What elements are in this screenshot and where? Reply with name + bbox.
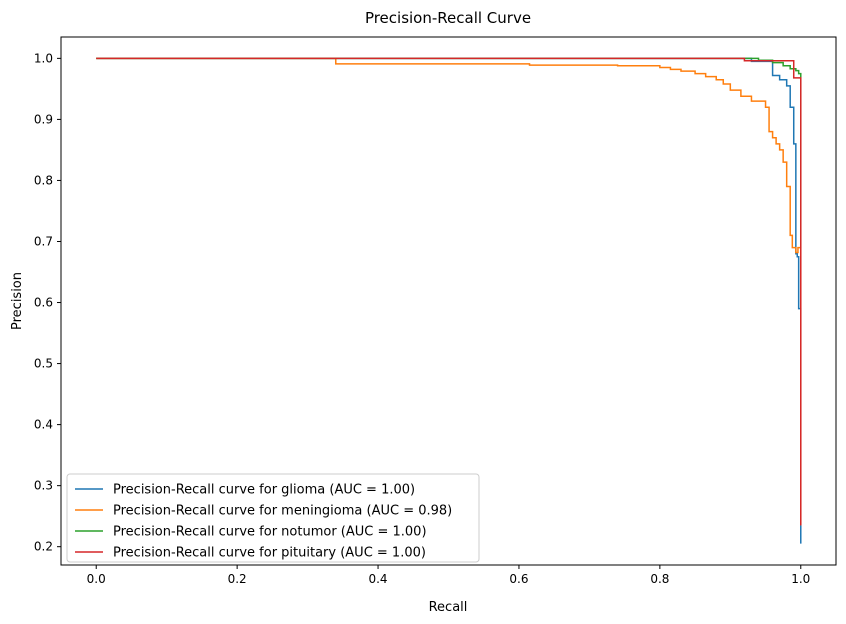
y-tick-label: 0.9 [34,112,53,126]
plot-frame [60,36,837,566]
chart-title: Precision-Recall Curve [365,9,531,27]
y-tick-label: 0.7 [34,234,53,248]
y-tick-label: 0.3 [34,479,53,493]
legend-label-2: Precision-Recall curve for notumor (AUC … [113,525,427,540]
x-tick-label: 0.8 [650,572,669,586]
legend-label-3: Precision-Recall curve for pituitary (AU… [113,546,426,561]
legend-label-0: Precision-Recall curve for glioma (AUC =… [113,483,415,498]
y-tick-label: 0.6 [34,296,53,310]
x-axis: 0.0 0.2 0.4 0.6 0.8 1.0 [87,565,810,586]
x-tick-label: 0.2 [228,572,247,586]
series-line-3 [96,57,802,526]
y-tick-label: 0.4 [34,418,53,432]
y-axis-label: Precision [10,272,25,330]
y-axis: 0.2 0.3 0.4 0.5 0.6 0.7 0.8 0.9 1.0 [34,51,61,554]
legend: Precision-Recall curve for glioma (AUC =… [66,473,480,563]
series-line-1 [96,57,802,526]
series-line-0 [96,57,802,544]
x-tick-label: 0.6 [509,572,528,586]
y-tick-label: 0.2 [34,540,53,554]
legend-box [66,473,480,563]
x-tick-label: 0.0 [87,572,106,586]
x-axis-label: Recall [429,600,468,615]
plot-area [96,57,802,544]
legend-label-1: Precision-Recall curve for meningioma (A… [113,504,452,519]
y-tick-label: 1.0 [34,51,53,65]
x-tick-label: 0.4 [368,572,387,586]
y-tick-label: 0.5 [34,357,53,371]
y-tick-label: 0.8 [34,173,53,187]
x-tick-label: 1.0 [791,572,810,586]
